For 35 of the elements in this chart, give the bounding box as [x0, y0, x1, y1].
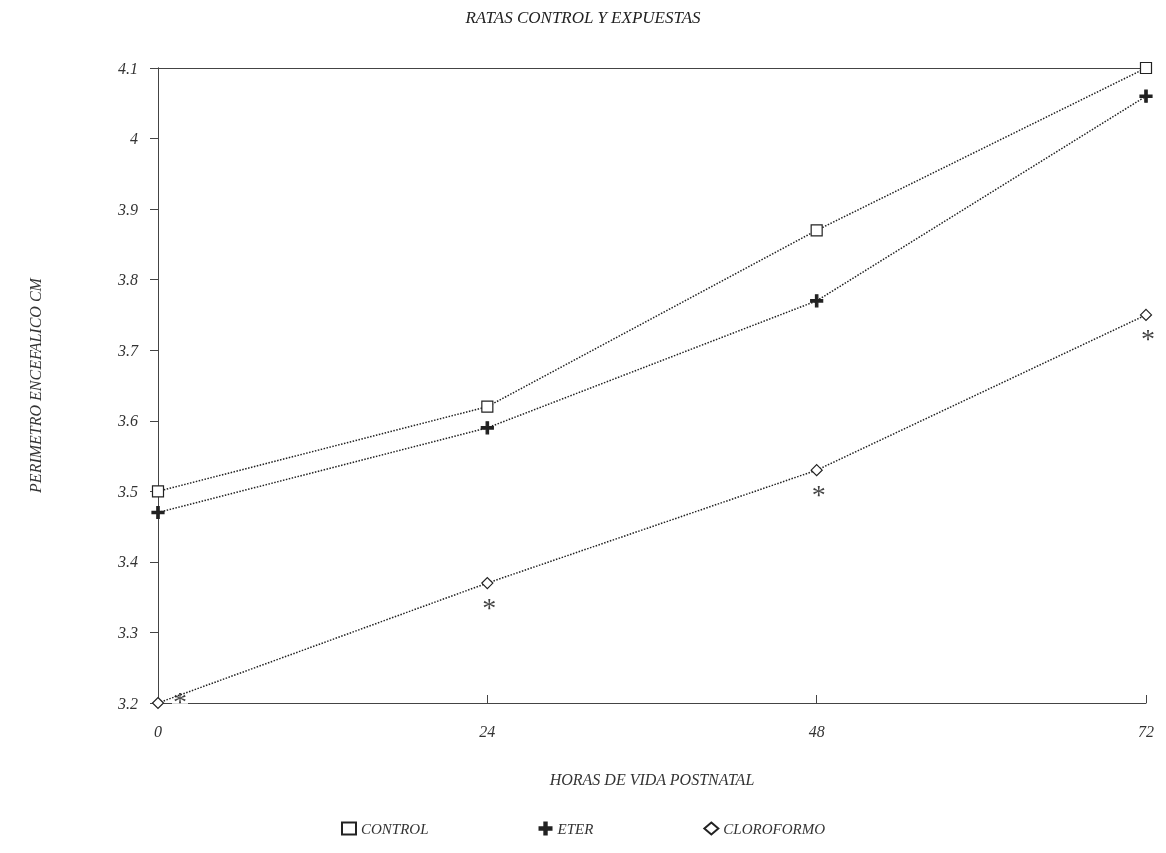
y-tick-label: 3.2 — [117, 694, 138, 712]
point — [1139, 61, 1153, 75]
x-tick-label: 72 — [1138, 722, 1154, 740]
y-tick-label: 3.6 — [117, 412, 138, 430]
annotation: * — [1141, 323, 1155, 355]
legend-label: CLOROFORMO — [723, 820, 826, 837]
legend-label: CONTROL — [360, 820, 429, 837]
point — [810, 224, 823, 237]
x-tick-label: 48 — [808, 722, 825, 740]
annotation: * — [811, 478, 826, 510]
annotation: * — [482, 591, 497, 623]
y-axis-title: PERIMETRO ENCEFALICO CM — [26, 276, 44, 494]
chart-title: RATAS CONTROL Y EXPUESTAS — [464, 8, 702, 27]
point — [1139, 89, 1153, 103]
y-tick-label: 3.5 — [117, 482, 138, 500]
x-axis-title: HORAS DE VIDA POSTNATAL — [548, 770, 755, 788]
point — [481, 576, 494, 590]
y-tick-label: 4 — [130, 130, 138, 148]
x-tick-label: 0 — [154, 722, 162, 740]
y-tick-label: 3.9 — [117, 200, 138, 218]
y-tick-label: 3.3 — [117, 623, 138, 641]
y-tick-label: 3.7 — [117, 341, 139, 359]
y-tick-label: 4.1 — [118, 59, 138, 77]
legend-label: ETER — [556, 820, 594, 837]
point — [810, 294, 824, 308]
y-tick-label: 3.8 — [117, 271, 138, 289]
point — [810, 464, 823, 477]
point — [1139, 308, 1153, 322]
point — [480, 421, 494, 435]
x-tick-label: 24 — [479, 722, 496, 740]
point — [151, 485, 165, 498]
point — [481, 400, 494, 413]
point — [151, 505, 165, 520]
y-tick-label: 3.4 — [117, 553, 138, 571]
annotation: * — [173, 685, 187, 717]
